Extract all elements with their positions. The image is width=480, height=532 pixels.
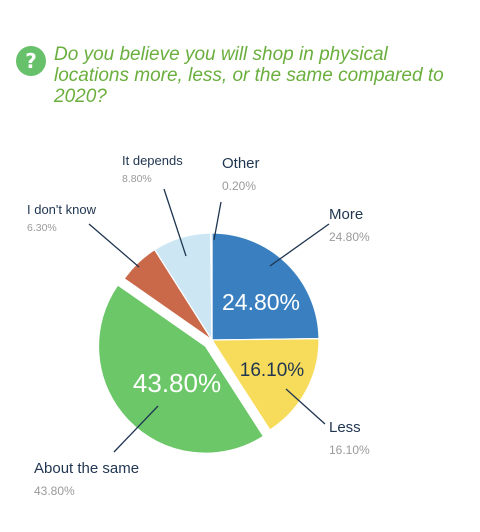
- pie-slice-more: [211, 232, 320, 341]
- leader-line-i-don-t-know: [88, 223, 140, 268]
- legend-percent-it-depends: 8.80%: [122, 173, 152, 185]
- leader-line-about-the-same: [113, 405, 159, 453]
- slice-value-label-about-the-same: 43.80%: [133, 368, 221, 398]
- legend-label-less: Less: [329, 419, 361, 436]
- legend-percent-about-the-same: 43.80%: [34, 484, 75, 498]
- pie-slice-about-the-same: [97, 284, 265, 454]
- legend-percent-i-don-t-know: 6.30%: [27, 222, 57, 234]
- leader-line-it-depends: [163, 188, 187, 257]
- legend-label-other: Other: [222, 155, 260, 172]
- leader-line-more: [269, 223, 330, 267]
- legend-label-about-the-same: About the same: [34, 460, 139, 477]
- slice-value-label-less: 16.10%: [240, 360, 305, 381]
- legend-label-i-don-t-know: I don't know: [27, 202, 97, 217]
- question-icon: ?: [16, 46, 46, 76]
- question-text: Do you believe you will shop in physical…: [54, 44, 444, 107]
- leader-line-other: [213, 201, 222, 241]
- legend-label-more: More: [329, 206, 363, 223]
- legend-percent-other: 0.20%: [222, 179, 256, 193]
- pie-slice-less: [210, 338, 320, 431]
- pie-slices: [97, 232, 320, 454]
- legend-percent-less: 16.10%: [329, 443, 370, 457]
- pie-slice-other: [210, 232, 213, 341]
- slice-value-label-more: 24.80%: [222, 289, 300, 315]
- legend-label-it-depends: It depends: [122, 153, 183, 168]
- leader-line-less: [285, 388, 326, 425]
- legend-percent-more: 24.80%: [329, 230, 370, 244]
